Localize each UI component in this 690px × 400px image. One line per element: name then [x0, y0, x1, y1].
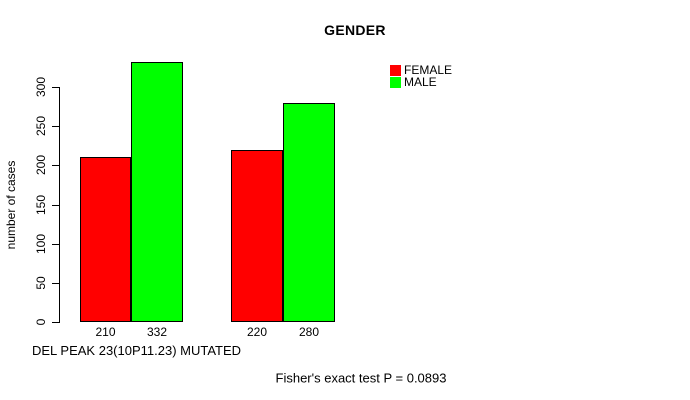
y-tick-mark	[52, 165, 59, 166]
bar-female-group-2	[231, 150, 283, 322]
bar-value-label: 332	[146, 325, 168, 339]
y-tick-mark	[52, 87, 59, 88]
legend-label-female: FEMALE	[404, 63, 453, 77]
y-axis-label: number of cases	[4, 160, 18, 250]
chart-title: GENDER	[324, 22, 386, 38]
bar-value-label: 220	[246, 325, 268, 339]
y-tick-mark	[52, 126, 59, 127]
y-tick-label: 0	[34, 318, 48, 326]
y-tick-mark	[52, 205, 59, 206]
bar-male-group-2	[283, 103, 335, 322]
y-tick-label: 250	[34, 115, 48, 137]
fisher-test-annotation: Fisher's exact test P = 0.0893	[275, 370, 447, 386]
legend-swatch-female	[390, 65, 401, 76]
bar-female-group-1	[80, 157, 131, 322]
legend-label-male: MALE	[404, 75, 437, 89]
bar-value-label: 210	[95, 325, 116, 339]
legend-swatch-male	[390, 77, 401, 88]
y-tick-label: 150	[34, 194, 48, 216]
y-tick-mark	[52, 322, 59, 323]
y-tick-label: 200	[34, 154, 48, 176]
y-tick-label: 300	[34, 76, 48, 98]
bar-male-group-1	[131, 62, 183, 322]
y-tick-mark	[52, 283, 59, 284]
y-tick-label: 100	[34, 233, 48, 255]
y-tick-label: 50	[34, 276, 48, 290]
x-axis-label: DEL PEAK 23(10P11.23) MUTATED	[32, 343, 242, 358]
y-tick-mark	[52, 244, 59, 245]
bar-value-label: 280	[298, 325, 320, 339]
y-axis-line	[59, 87, 60, 323]
